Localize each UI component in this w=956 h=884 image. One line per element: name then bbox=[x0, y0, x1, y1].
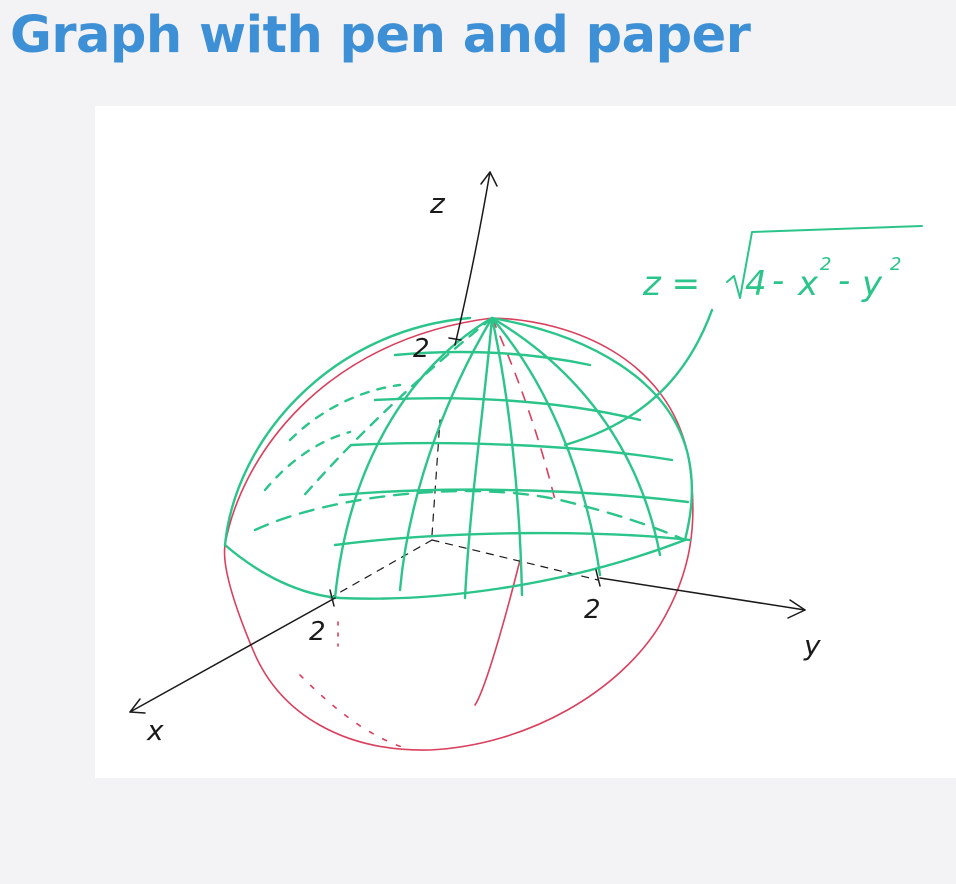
z-axis bbox=[454, 171, 491, 346]
hemisphere-base-front bbox=[223, 538, 687, 600]
parallel-2 bbox=[373, 396, 642, 422]
x-axis-hidden bbox=[329, 539, 433, 599]
sphere-back-meridian-dash bbox=[491, 317, 556, 501]
z-tick-label: 2 bbox=[413, 334, 430, 364]
page-title: Graph with pen and paper bbox=[10, 6, 751, 65]
meridian-5 bbox=[490, 316, 602, 577]
x-axis-label: x bbox=[146, 714, 164, 747]
meridian-back-dash bbox=[298, 316, 494, 502]
x-axis-arrowhead bbox=[129, 698, 146, 714]
equation-minus-1: - bbox=[772, 261, 784, 301]
y-axis-label: y bbox=[803, 629, 821, 662]
y-axis bbox=[599, 577, 806, 611]
hidden-axes bbox=[329, 419, 599, 599]
equation-minus-2: - bbox=[838, 261, 850, 301]
sphere-sketch: z x y 2 2 2 z = 4 - x 2 - y 2 bbox=[129, 171, 923, 751]
paper-sheet: z x y 2 2 2 z = 4 - x 2 - y 2 bbox=[95, 106, 956, 778]
equation-exponent-y: 2 bbox=[890, 254, 901, 275]
meridian-3 bbox=[463, 316, 494, 600]
axis-labels: z x y bbox=[146, 187, 821, 747]
meridian-2 bbox=[398, 316, 494, 592]
hemisphere-back-rim bbox=[223, 316, 472, 547]
z-axis-hidden bbox=[431, 419, 441, 536]
y-axis-hidden bbox=[431, 539, 599, 581]
equation-leader-line bbox=[563, 308, 714, 447]
solid-axes bbox=[129, 171, 806, 714]
parallel-4 bbox=[338, 488, 690, 504]
parallel-5 bbox=[333, 531, 692, 547]
x-axis bbox=[129, 597, 336, 713]
equation-exponent-x: 2 bbox=[820, 254, 831, 275]
parallel-3 bbox=[350, 441, 674, 462]
hemisphere-right-rim bbox=[490, 316, 694, 542]
x-tick-label: 2 bbox=[309, 617, 326, 647]
equation-var-x: x bbox=[797, 264, 819, 304]
z-axis-arrowhead bbox=[480, 171, 498, 187]
surface-equation: z = 4 - x 2 - y 2 bbox=[642, 254, 901, 304]
meridian-4 bbox=[490, 316, 524, 597]
y-axis-arrowhead bbox=[787, 599, 806, 619]
equation-radical-sign bbox=[726, 225, 923, 299]
sphere-front-meridian bbox=[474, 559, 521, 706]
parallel-1 bbox=[393, 350, 592, 367]
hemisphere-base-back-dash bbox=[253, 489, 687, 542]
tick-labels: 2 2 2 bbox=[309, 334, 601, 647]
equation-var-y: y bbox=[861, 264, 883, 304]
equation-radicand-const: 4 bbox=[745, 264, 767, 304]
y-tick-label: 2 bbox=[584, 595, 601, 625]
equation-lhs: z = bbox=[642, 264, 700, 304]
z-axis-label: z bbox=[429, 187, 446, 220]
x-tick bbox=[329, 589, 335, 607]
hemisphere-mesh bbox=[223, 308, 714, 600]
meridian-6 bbox=[490, 316, 662, 557]
y-tick bbox=[595, 569, 601, 587]
sphere-hidden-meridian-dash bbox=[299, 674, 406, 749]
parallel-back-2-dash bbox=[263, 430, 352, 492]
z-tick bbox=[448, 337, 462, 341]
